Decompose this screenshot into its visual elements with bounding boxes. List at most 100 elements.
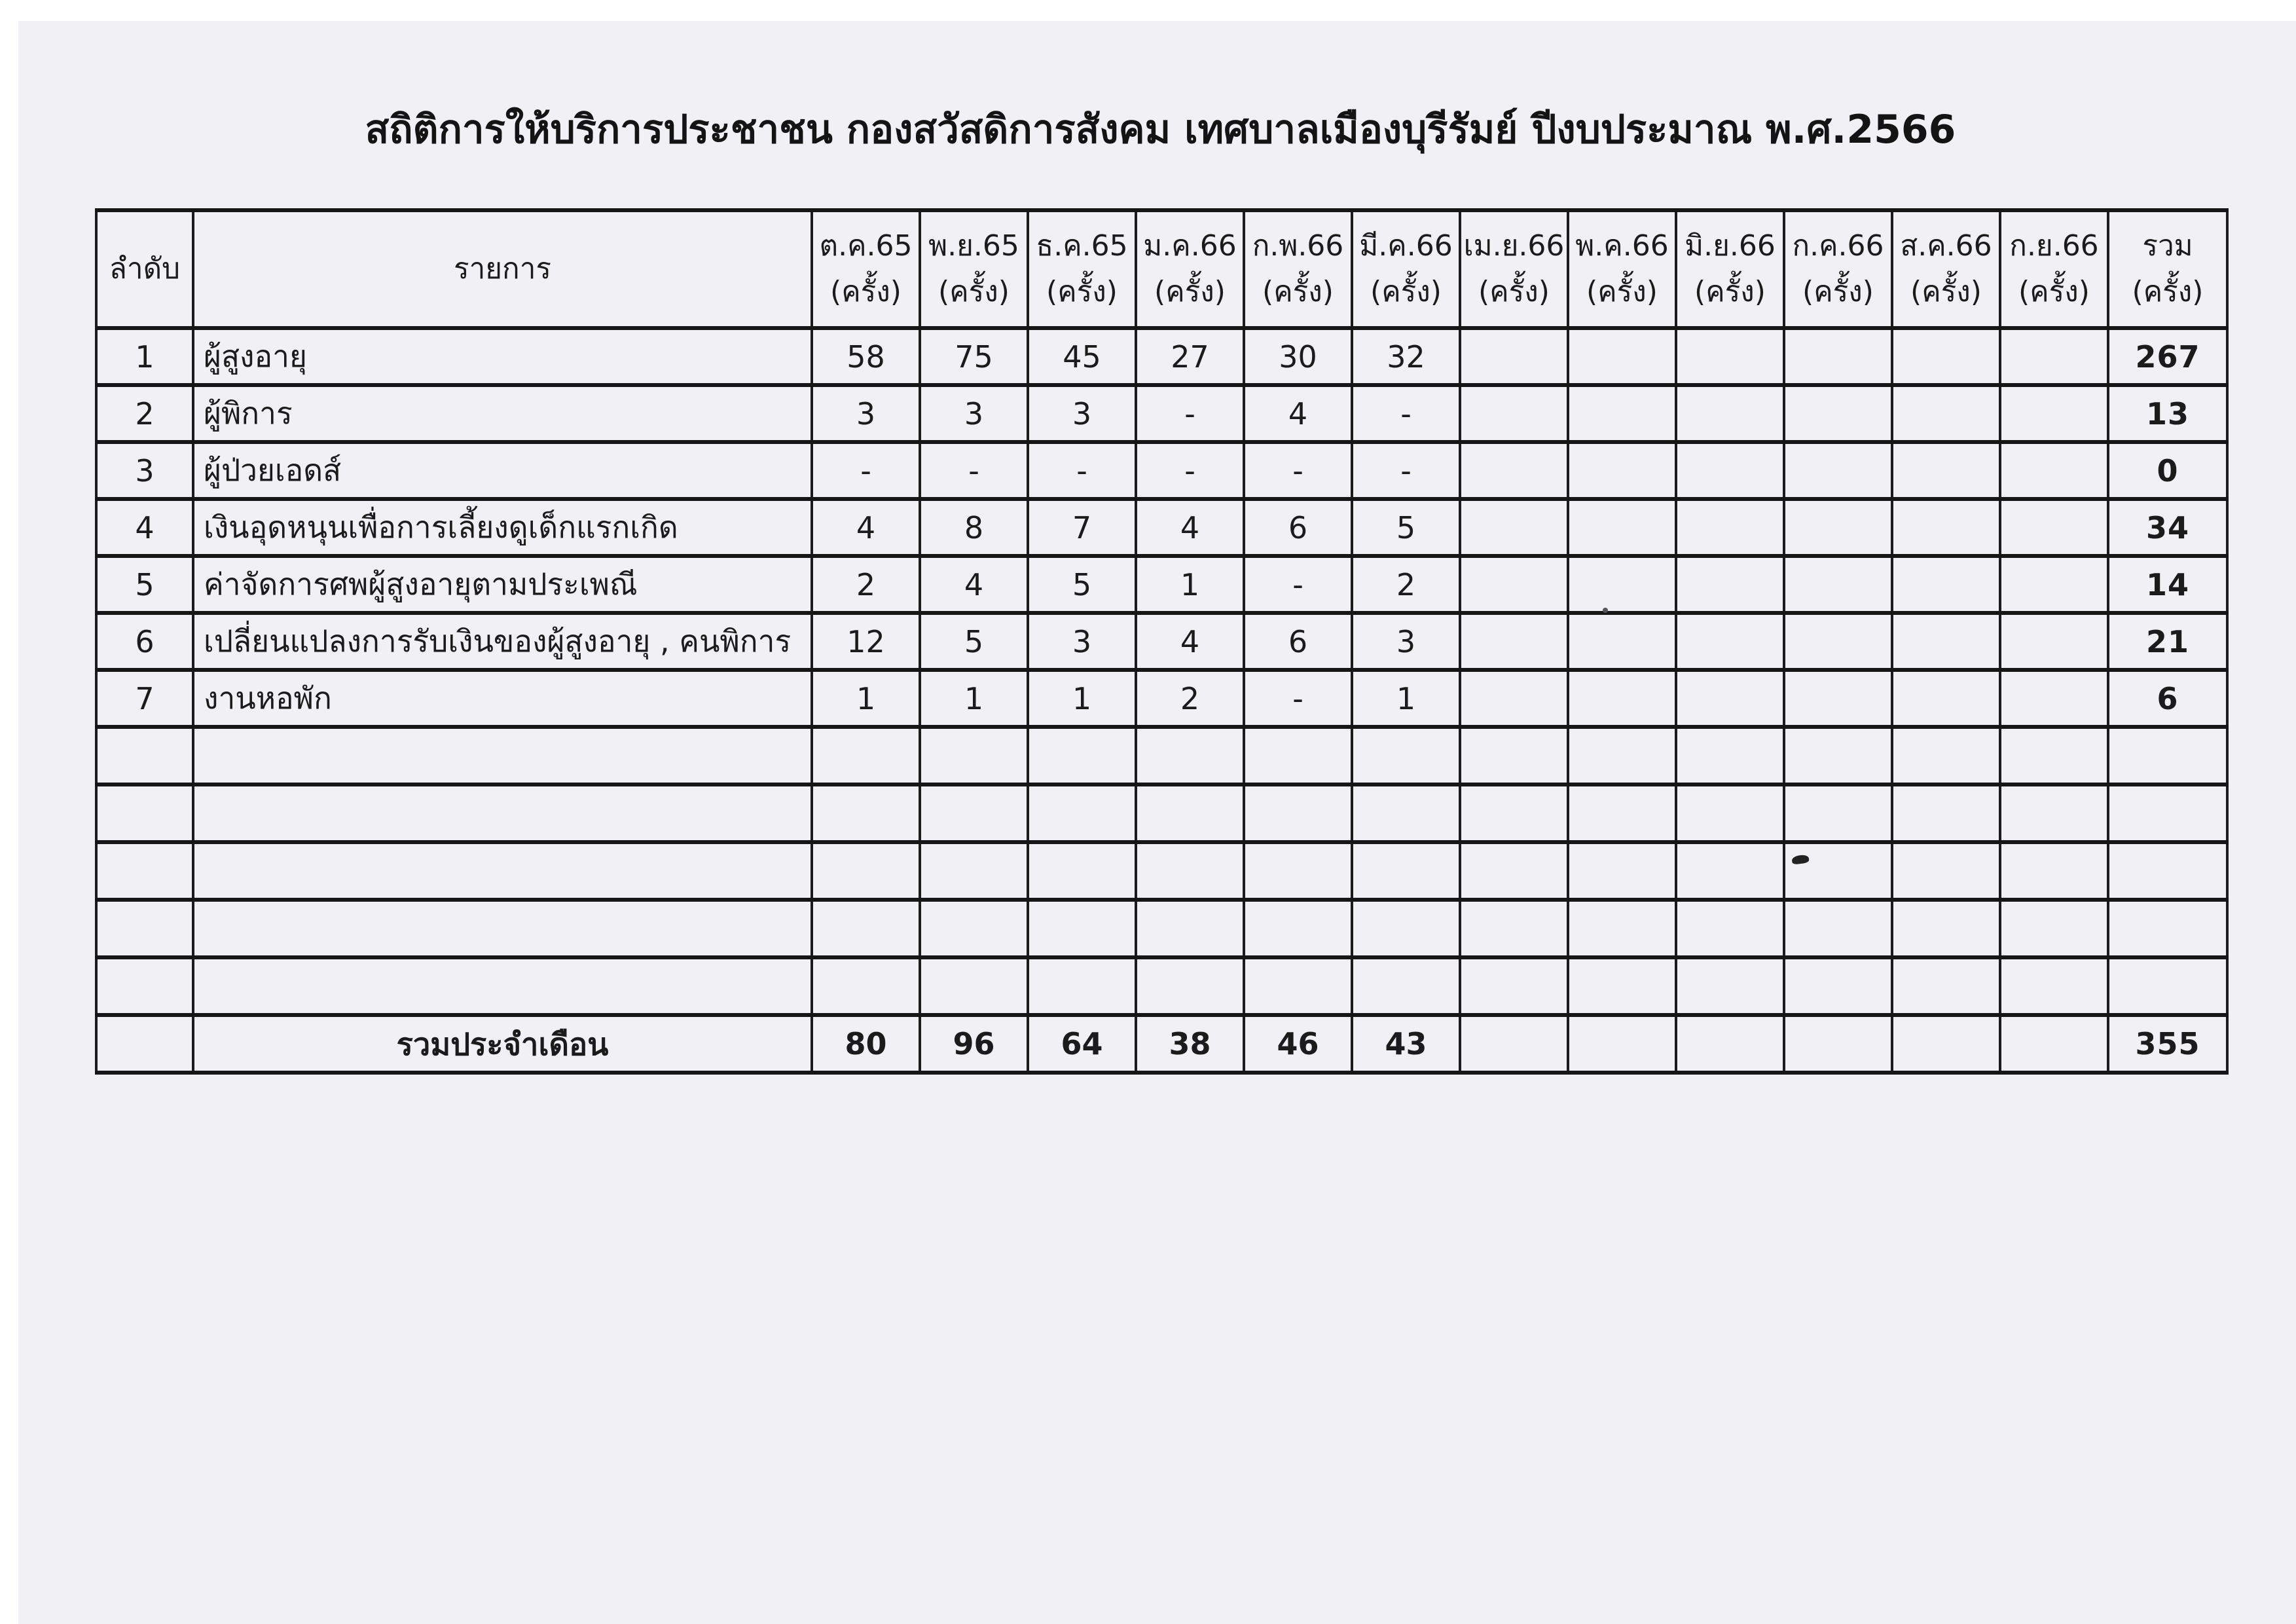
month-unit: (ครั้ง)	[938, 275, 1010, 308]
month-value-cell: 3	[919, 383, 1029, 444]
empty-cell	[1783, 955, 1893, 1017]
month-value-cell: 3	[1351, 611, 1461, 672]
month-value-cell	[1891, 326, 2001, 387]
summary-value-cell: 96	[919, 1013, 1029, 1075]
empty-cell	[811, 783, 921, 844]
header-cell-month: ส.ค.66 (ครั้ง)	[1891, 208, 2001, 330]
header-cell-month: มี.ค.66 (ครั้ง)	[1351, 208, 1461, 330]
row-total-cell: 13	[2107, 383, 2229, 444]
month-value-cell: 2	[1135, 668, 1245, 729]
empty-cell	[1351, 898, 1461, 959]
empty-cell	[2107, 955, 2229, 1017]
empty-table-row	[95, 955, 2229, 1017]
month-value-cell: 5	[919, 611, 1029, 672]
empty-cell	[919, 783, 1029, 844]
row-total-cell: 0	[2107, 440, 2229, 501]
month-value-cell: -	[919, 440, 1029, 501]
month-value-cell	[1567, 611, 1677, 672]
summary-value-cell: 43	[1351, 1013, 1461, 1075]
summary-row: รวมประจำเดือน 80 96 64 38 46 43 355	[95, 1013, 2229, 1075]
empty-cell	[1567, 783, 1677, 844]
month-value-cell: 3	[1027, 611, 1137, 672]
month-unit: (ครั้ง)	[2018, 275, 2090, 308]
empty-cell	[1027, 898, 1137, 959]
empty-cell	[1027, 840, 1137, 902]
empty-cell	[811, 725, 921, 786]
item-name-cell: เปลี่ยนแปลงการรับเงินของผู้สูงอายุ , คนพ…	[192, 611, 813, 672]
total-label: รวม	[2142, 229, 2193, 263]
summary-value-cell: 64	[1027, 1013, 1137, 1075]
month-value-cell: 3	[811, 383, 921, 444]
month-label: พ.ย.65	[928, 229, 1019, 263]
summary-value-cell	[1459, 1013, 1569, 1075]
month-value-cell: 45	[1027, 326, 1137, 387]
empty-cell	[919, 840, 1029, 902]
header-cell-month: พ.ย.65 (ครั้ง)	[919, 208, 1029, 330]
month-value-cell	[1675, 383, 1785, 444]
month-label: เม.ย.66	[1463, 229, 1565, 263]
empty-table-row	[95, 725, 2229, 786]
empty-cell	[919, 898, 1029, 959]
summary-value-cell: 46	[1243, 1013, 1353, 1075]
table-row: 7 งานหอพัก 1 1 1 2-1 6	[95, 668, 2229, 729]
empty-cell	[1243, 955, 1353, 1017]
month-value-cell	[1999, 326, 2109, 387]
empty-cell	[1891, 955, 2001, 1017]
row-number-cell: 2	[95, 383, 194, 444]
month-value-cell: 4	[1135, 497, 1245, 558]
month-value-cell: -	[1135, 383, 1245, 444]
empty-cell	[1351, 840, 1461, 902]
row-number-cell: 4	[95, 497, 194, 558]
empty-cell	[1135, 725, 1245, 786]
month-value-cell: 75	[919, 326, 1029, 387]
header-cell-total: รวม (ครั้ง)	[2107, 208, 2229, 330]
month-value-cell: 32	[1351, 326, 1461, 387]
month-value-cell: 1	[919, 668, 1029, 729]
month-value-cell	[1999, 554, 2109, 615]
month-value-cell	[1891, 554, 2001, 615]
item-name-cell: เงินอุดหนุนเพื่อการเลี้ยงดูเด็กแรกเกิด	[192, 497, 813, 558]
month-value-cell	[1567, 326, 1677, 387]
month-unit: (ครั้ง)	[1910, 275, 1982, 308]
summary-blank-cell	[95, 1013, 194, 1075]
row-number-cell: 1	[95, 326, 194, 387]
row-number-cell: 5	[95, 554, 194, 615]
month-value-cell	[1891, 383, 2001, 444]
empty-cell	[2107, 725, 2229, 786]
empty-cell	[1243, 898, 1353, 959]
month-value-cell: 7	[1027, 497, 1137, 558]
month-value-cell: 6	[1243, 497, 1353, 558]
empty-cell	[1459, 783, 1569, 844]
month-unit: (ครั้ง)	[1370, 275, 1442, 308]
month-unit: (ครั้ง)	[1802, 275, 1874, 308]
month-value-cell	[1783, 326, 1893, 387]
month-value-cell	[1567, 440, 1677, 501]
header-cell-month: พ.ค.66 (ครั้ง)	[1567, 208, 1677, 330]
month-value-cell	[1675, 497, 1785, 558]
item-name-cell: ผู้ป่วยเอดส์	[192, 440, 813, 501]
month-value-cell	[1783, 611, 1893, 672]
month-value-cell	[1675, 611, 1785, 672]
table-row: 1 ผู้สูงอายุ 58 75 45 27 30 32 267	[95, 326, 2229, 387]
summary-total-cell: 355	[2107, 1013, 2229, 1075]
summary-value-cell	[1999, 1013, 2109, 1075]
empty-cell	[1027, 783, 1137, 844]
empty-cell	[1567, 898, 1677, 959]
month-value-cell: 4	[1135, 611, 1245, 672]
empty-cell	[1459, 898, 1569, 959]
item-name-cell: ผู้พิการ	[192, 383, 813, 444]
empty-cell	[192, 840, 813, 902]
empty-cell	[1783, 783, 1893, 844]
month-label: ก.ย.66	[2009, 229, 2099, 263]
empty-cell	[1567, 840, 1677, 902]
month-unit: (ครั้ง)	[1262, 275, 1334, 308]
month-value-cell: 1	[1027, 668, 1137, 729]
month-value-cell	[1783, 497, 1893, 558]
empty-cell	[95, 840, 194, 902]
table-row: 5 ค่าจัดการศพผู้สูงอายุตามประเพณี 2 4 5 1-2 14	[95, 554, 2229, 615]
month-value-cell	[1459, 383, 1569, 444]
summary-value-cell	[1891, 1013, 2001, 1075]
empty-cell	[1243, 725, 1353, 786]
month-unit: (ครั้ง)	[1478, 275, 1550, 308]
empty-cell	[1999, 840, 2109, 902]
